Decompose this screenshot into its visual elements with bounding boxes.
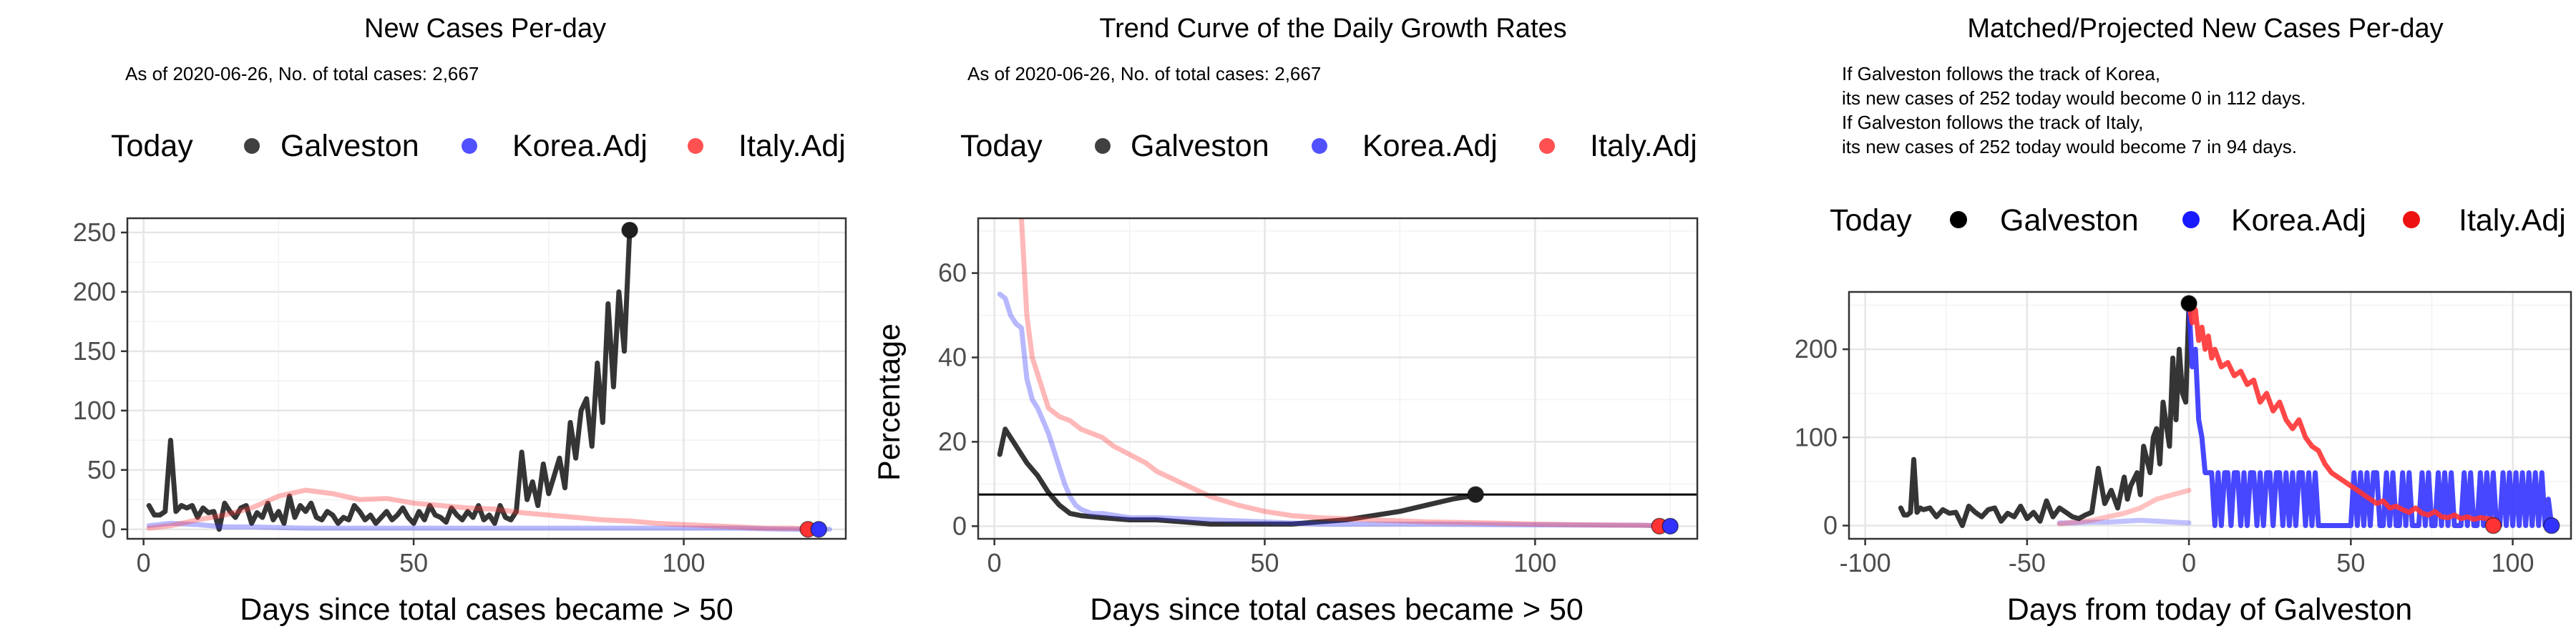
series-line-italy-adj	[2186, 301, 2496, 522]
y-tick-label: 60	[938, 258, 967, 288]
series-line-galveston	[146, 228, 633, 532]
y-tick-label: 150	[73, 336, 116, 366]
chart-title: Trend Curve of the Daily Growth Rates	[1099, 14, 1566, 44]
chart-subtitle: As of 2020-06-26, No. of total cases: 2,…	[125, 63, 479, 84]
y-tick-label: 0	[1823, 511, 1838, 540]
legend-key-korea	[462, 138, 477, 154]
panel-growth-rates: Trend Curve of the Daily Growth Rates As…	[872, 14, 1699, 627]
legend-key-galveston	[1095, 138, 1111, 154]
projection-note: If Galveston follows the track of Korea,	[1842, 63, 2160, 84]
x-tick-label: 50	[399, 548, 428, 577]
legend-label-galveston: Galveston	[1131, 129, 1269, 163]
panel-new-cases: New Cases Per-day As of 2020-06-26, No. …	[73, 14, 847, 627]
today-point-korea-adj	[2543, 517, 2560, 535]
y-tick-label: 200	[1795, 334, 1838, 364]
legend-label-galveston: Galveston	[280, 129, 419, 163]
chart-subtitle: As of 2020-06-26, No. of total cases: 2,…	[967, 63, 1321, 84]
x-tick-label: 0	[987, 548, 1002, 577]
x-tick-label: 50	[2336, 548, 2365, 577]
plot-border	[1848, 291, 2572, 540]
legend-key-korea	[1312, 138, 1327, 154]
y-tick-label: 0	[102, 514, 116, 544]
series-line-korea-adj	[2186, 301, 2555, 528]
plot-background	[978, 218, 1697, 539]
legend-label-italy: Italy.Adj	[738, 129, 846, 163]
panel-projected-cases: Matched/Projected New Cases Per-day If G…	[1795, 14, 2572, 627]
legend-label-galveston: Galveston	[2000, 203, 2139, 238]
legend-label-korea: Korea.Adj	[2231, 203, 2366, 238]
legend-key-italy	[2403, 211, 2420, 228]
legend-title: Today	[960, 129, 1043, 163]
legend-key-korea	[2182, 211, 2200, 228]
chart-title: New Cases Per-day	[364, 14, 606, 44]
legend: Today Galveston Korea.Adj Italy.Adj	[960, 129, 1697, 163]
x-tick-label: -50	[2009, 548, 2046, 577]
y-axis-label: Percentage	[872, 323, 907, 481]
x-tick-label: 100	[1513, 548, 1556, 577]
plot-area: 0 50 100 0 50 100 150 200 250	[73, 217, 847, 577]
x-tick-label: 100	[2492, 548, 2534, 577]
today-point-galveston	[2180, 295, 2197, 312]
plot-background	[127, 218, 846, 539]
legend-title: Today	[111, 129, 193, 163]
today-point-korea-adj	[810, 520, 828, 538]
x-tick-label: 0	[137, 548, 151, 577]
plot-border	[126, 217, 847, 540]
y-tick-label: 200	[73, 277, 116, 306]
x-tick-label: 0	[2182, 548, 2196, 577]
series-line-italy-adj	[1019, 218, 1673, 529]
y-tick-label: 0	[952, 511, 967, 540]
y-tick-label: 50	[87, 455, 116, 484]
today-point-italy-adj	[2484, 517, 2502, 535]
legend: Today Galveston Korea.Adj Italy.Adj	[1830, 203, 2566, 238]
plot-area: -100 -50 0 50 100 0 100 200	[1795, 291, 2572, 577]
projection-note: its new cases of 252 today would become …	[1842, 136, 2297, 157]
projection-notes: If Galveston follows the track of Korea,…	[1842, 63, 2306, 157]
legend-key-galveston	[1950, 211, 1967, 228]
today-point-galveston	[1467, 486, 1484, 503]
series-line-italy-adj-history	[2057, 487, 2192, 527]
legend-key-galveston	[244, 138, 260, 154]
legend: Today Galveston Korea.Adj Italy.Adj	[111, 129, 846, 163]
legend-title: Today	[1830, 203, 1912, 238]
series-line-korea-adj-history	[2057, 517, 2192, 526]
y-tick-label: 100	[1795, 422, 1838, 452]
x-axis-label: Days since total cases became > 50	[1090, 592, 1584, 627]
series-line-korea-adj	[997, 291, 1673, 529]
y-tick-label: 100	[73, 396, 116, 425]
today-point-galveston	[621, 221, 638, 239]
y-tick-label: 40	[938, 343, 967, 372]
legend-key-italy	[1539, 138, 1555, 154]
legend-label-korea: Korea.Adj	[1362, 129, 1498, 163]
x-tick-label: -100	[1840, 548, 1891, 577]
plot-area: 0 50 100 0 20 40 60	[938, 217, 1699, 577]
projection-note: If Galveston follows the track of Italy,	[1842, 112, 2143, 133]
series-line-korea-adj	[146, 520, 832, 532]
y-tick-label: 250	[73, 218, 116, 247]
legend-key-italy	[688, 138, 703, 154]
x-axis-label: Days from today of Galveston	[2007, 592, 2412, 627]
legend-label-italy: Italy.Adj	[1590, 129, 1697, 163]
legend-label-korea: Korea.Adj	[512, 129, 648, 163]
x-tick-label: 100	[662, 548, 705, 577]
chart-title: Matched/Projected New Cases Per-day	[1967, 14, 2443, 44]
today-point-korea-adj	[1662, 517, 1679, 535]
projection-note: its new cases of 252 today would become …	[1842, 87, 2306, 109]
series-line-italy-adj	[146, 487, 821, 532]
x-axis-label: Days since total cases became > 50	[240, 592, 733, 627]
series-line-galveston	[1898, 301, 2192, 528]
y-tick-label: 20	[938, 426, 967, 456]
series-line-galveston	[997, 426, 1484, 527]
plot-border	[977, 217, 1699, 540]
legend-label-italy: Italy.Adj	[2459, 203, 2566, 238]
x-tick-label: 50	[1250, 548, 1279, 577]
